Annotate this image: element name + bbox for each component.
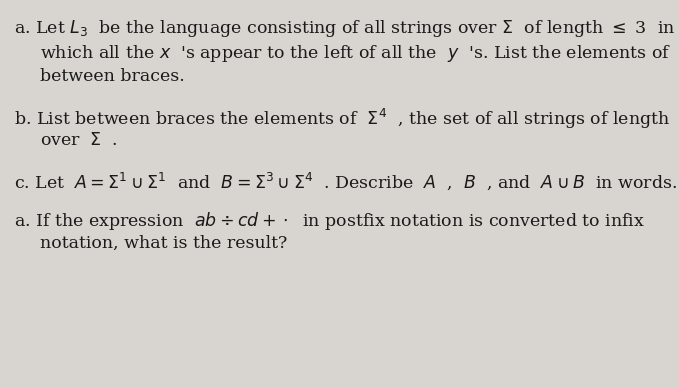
Text: between braces.: between braces. [40, 68, 185, 85]
Text: b. List between braces the elements of  $\Sigma^4$  , the set of all strings of : b. List between braces the elements of $… [14, 107, 679, 131]
Text: a. If the expression  $ab\div cd+\cdot$  in postfix notation is converted to inf: a. If the expression $ab\div cd+\cdot$ i… [14, 210, 645, 232]
Text: over  $\Sigma$  .: over $\Sigma$ . [40, 132, 118, 149]
Text: which all the $x$  's appear to the left of all the  $y$  's. List the elements : which all the $x$ 's appear to the left … [40, 43, 679, 64]
Text: c. Let  $A = \Sigma^1 \cup \Sigma^1$  and  $B = \Sigma^3 \cup \Sigma^4$  . Descr: c. Let $A = \Sigma^1 \cup \Sigma^1$ and … [14, 171, 677, 192]
Text: a. Let $L_3$  be the language consisting of all strings over $\Sigma$  of length: a. Let $L_3$ be the language consisting … [14, 18, 676, 39]
Text: notation, what is the result?: notation, what is the result? [40, 235, 287, 252]
